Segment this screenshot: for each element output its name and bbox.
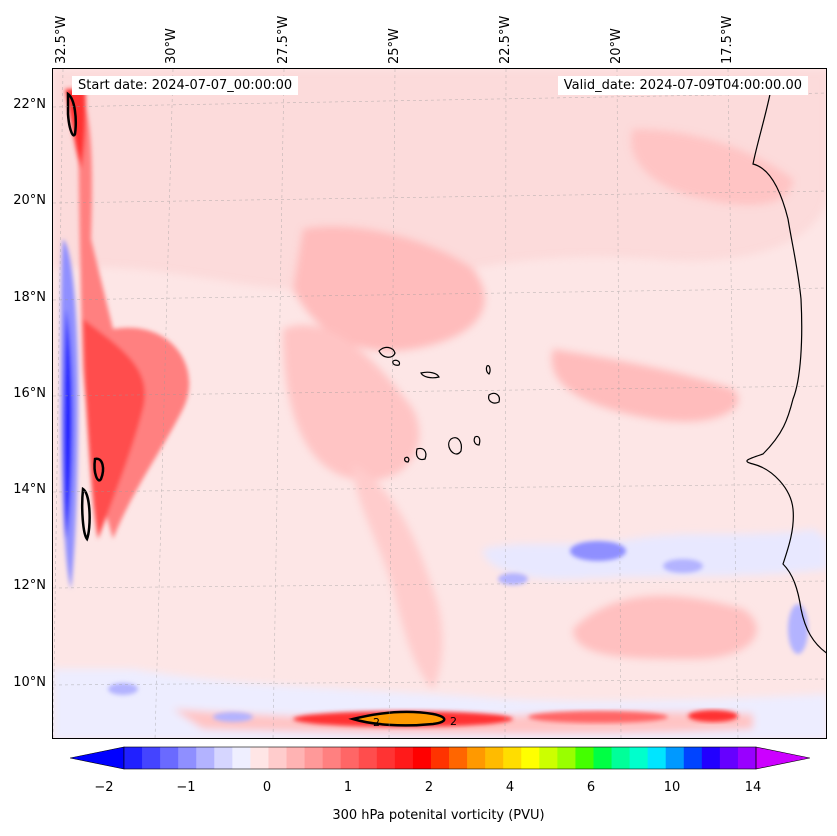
- colorbar-segment: [557, 747, 576, 769]
- colorbar-segment: [593, 747, 613, 769]
- colorbar-title: 300 hPa potenital vorticity (PVU): [332, 808, 545, 823]
- colorbar-segment: [665, 747, 685, 769]
- colorbar-segment: [737, 747, 757, 769]
- colorbar-segment: [376, 747, 396, 769]
- contour-label-2a: 2: [373, 716, 380, 729]
- cape-verde-sao-vicente: [392, 359, 401, 366]
- lat-label-18n: 18°N: [13, 290, 46, 305]
- cape-verde-sal: [485, 365, 491, 375]
- colorbar-segment: [268, 747, 288, 769]
- graticule: [53, 69, 826, 738]
- colorbar-segment: [521, 747, 540, 769]
- lat-label-22n: 22°N: [13, 97, 46, 112]
- lon-label-32-5w: 32.5°W: [54, 15, 69, 64]
- pv-field-map: 2 2: [53, 69, 826, 738]
- colorbar-segment: [322, 747, 342, 769]
- lon-label-27-5w: 27.5°W: [276, 15, 291, 64]
- colorbar-segment: [701, 747, 721, 769]
- lat-label-20n: 20°N: [13, 193, 46, 208]
- colorbar-segment: [430, 747, 450, 769]
- colorbar-segment: [196, 747, 215, 769]
- colorbar-tick-2: 2: [424, 780, 434, 795]
- colorbar-segment: [124, 747, 143, 769]
- lon-label-22-5w: 22.5°W: [498, 15, 513, 64]
- colorbar-segment: [485, 747, 504, 769]
- colorbar-segment: [394, 747, 414, 769]
- colorbar-outline: [123, 746, 757, 770]
- colorbar-segment: [250, 747, 269, 769]
- colorbar-segment: [719, 747, 739, 769]
- colorbar-segment: [503, 747, 522, 769]
- lon-label-20w: 20°W: [609, 28, 624, 64]
- lon-label-30w: 30°W: [164, 28, 179, 64]
- valid-date-label: Valid_date: 2024-07-09T04:00:00.00: [557, 76, 808, 95]
- colorbar-tick-10: 10: [663, 780, 681, 795]
- colorbar-segment: [214, 747, 233, 769]
- colorbar: [70, 746, 810, 770]
- colorbar-segment: [647, 747, 667, 769]
- colorbar-segment: [467, 747, 486, 769]
- colorbar-tick-neg1: −1: [176, 780, 196, 795]
- cape-verde-boa-vista: [488, 392, 500, 404]
- colorbar-tick-0: 0: [262, 780, 272, 795]
- colorbar-segment: [449, 747, 468, 769]
- lon-label-17-5w: 17.5°W: [720, 15, 735, 64]
- colorbar-segment: [683, 747, 703, 769]
- colorbar-segment: [629, 747, 649, 769]
- cape-verde-sao-nicolau: [420, 371, 440, 379]
- lon-label-25w: 25°W: [387, 28, 402, 64]
- lat-label-14n: 14°N: [13, 482, 46, 497]
- colorbar-segment: [178, 747, 197, 769]
- lat-label-12n: 12°N: [13, 578, 46, 593]
- colorbar-extend-low: [70, 746, 125, 770]
- lat-label-16n: 16°N: [13, 386, 46, 401]
- lat-label-10n: 10°N: [13, 675, 46, 690]
- colorbar-tick-neg2: −2: [94, 780, 114, 795]
- colorbar-segment: [412, 747, 432, 769]
- colorbar-segment: [160, 747, 179, 769]
- colorbar-segment: [232, 747, 251, 769]
- map-panel: 2 2: [52, 68, 827, 739]
- pv-2pvu-contours: [66, 91, 105, 542]
- cape-verde-maio: [473, 435, 481, 446]
- contour-label-2b: 2: [450, 715, 457, 728]
- colorbar-tick-4: 4: [505, 780, 515, 795]
- cape-verde-santo-antao: [378, 346, 396, 358]
- colorbar-segment: [358, 747, 378, 769]
- colorbar-segment: [142, 747, 161, 769]
- colorbar-tick-1: 1: [343, 780, 353, 795]
- colorbar-segment: [611, 747, 631, 769]
- cape-verde-santiago: [448, 437, 462, 455]
- colorbar-segment: [539, 747, 558, 769]
- pv-light-regions: [53, 69, 826, 738]
- colorbar-segment: [304, 747, 324, 769]
- colorbar-tick-14: 14: [744, 780, 762, 795]
- cape-verde-brava: [404, 456, 410, 463]
- pv-jet-streak: 2 2: [293, 710, 738, 729]
- colorbar-tick-6: 6: [586, 780, 596, 795]
- colorbar-extend-high: [755, 746, 810, 770]
- colorbar-segment: [575, 747, 594, 769]
- colorbar-segment: [286, 747, 306, 769]
- start-date-label: Start date: 2024-07-07_00:00:00: [72, 76, 299, 95]
- colorbar-segment: [340, 747, 360, 769]
- pv-left-band: [61, 89, 190, 589]
- cape-verde-fogo: [415, 447, 427, 461]
